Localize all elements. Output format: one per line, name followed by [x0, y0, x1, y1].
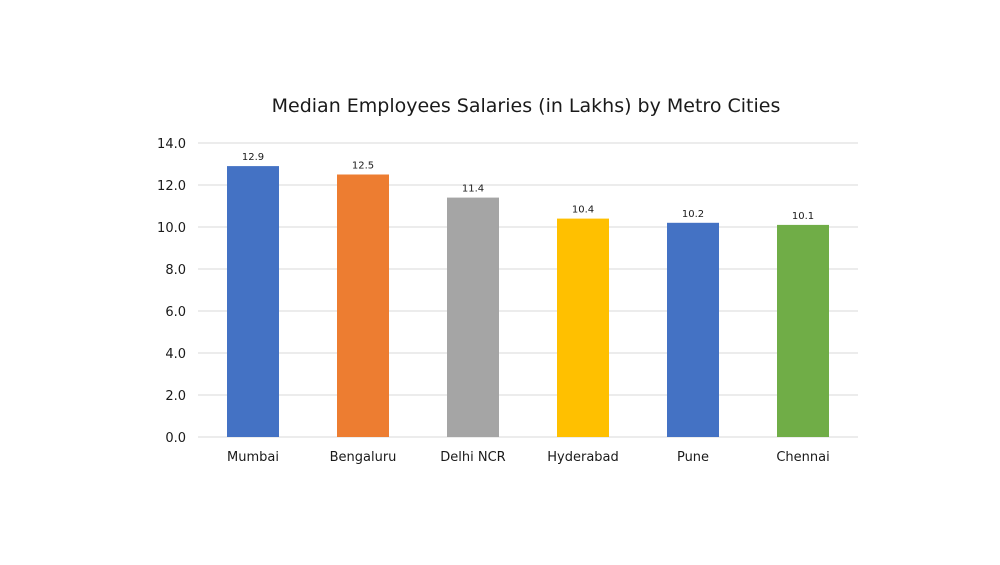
x-axis-category-labels: Mumbai Bengaluru Delhi NCR Hyderabad Pune Che… [227, 450, 830, 465]
data-labels: 12.9 12.5 11.4 10.4 10.2 10.1 [242, 152, 814, 222]
y-tick-label: 0.0 [165, 431, 186, 446]
bar [667, 222, 719, 437]
bar [337, 174, 389, 437]
bar [227, 166, 279, 437]
x-tick-label: Pune [677, 450, 709, 465]
x-tick-label: Delhi NCR [440, 450, 505, 465]
data-label: 10.1 [792, 211, 814, 222]
gridlines [198, 142, 858, 438]
x-tick-label: Bengaluru [330, 450, 397, 465]
data-label: 10.4 [572, 205, 594, 216]
y-tick-label: 10.0 [157, 221, 186, 236]
y-tick-label: 4.0 [165, 347, 186, 362]
x-tick-label: Mumbai [227, 450, 279, 465]
bar [447, 197, 499, 437]
y-tick-label: 6.0 [165, 305, 186, 320]
y-tick-label: 14.0 [157, 137, 186, 152]
bars [227, 166, 829, 437]
y-tick-label: 8.0 [165, 263, 186, 278]
y-tick-label: 2.0 [165, 389, 186, 404]
x-tick-label: Hyderabad [547, 450, 619, 465]
data-label: 12.5 [352, 161, 374, 172]
chart-title: Median Employees Salaries (in Lakhs) by … [272, 95, 781, 117]
bar [557, 218, 609, 437]
data-label: 12.9 [242, 152, 264, 163]
bar [777, 224, 829, 437]
y-tick-label: 12.0 [157, 179, 186, 194]
data-label: 11.4 [462, 184, 484, 195]
x-tick-label: Chennai [776, 450, 829, 465]
data-label: 10.2 [682, 209, 704, 220]
y-axis-tick-labels: 0.0 2.0 4.0 6.0 8.0 10.0 12.0 14.0 [157, 137, 186, 446]
